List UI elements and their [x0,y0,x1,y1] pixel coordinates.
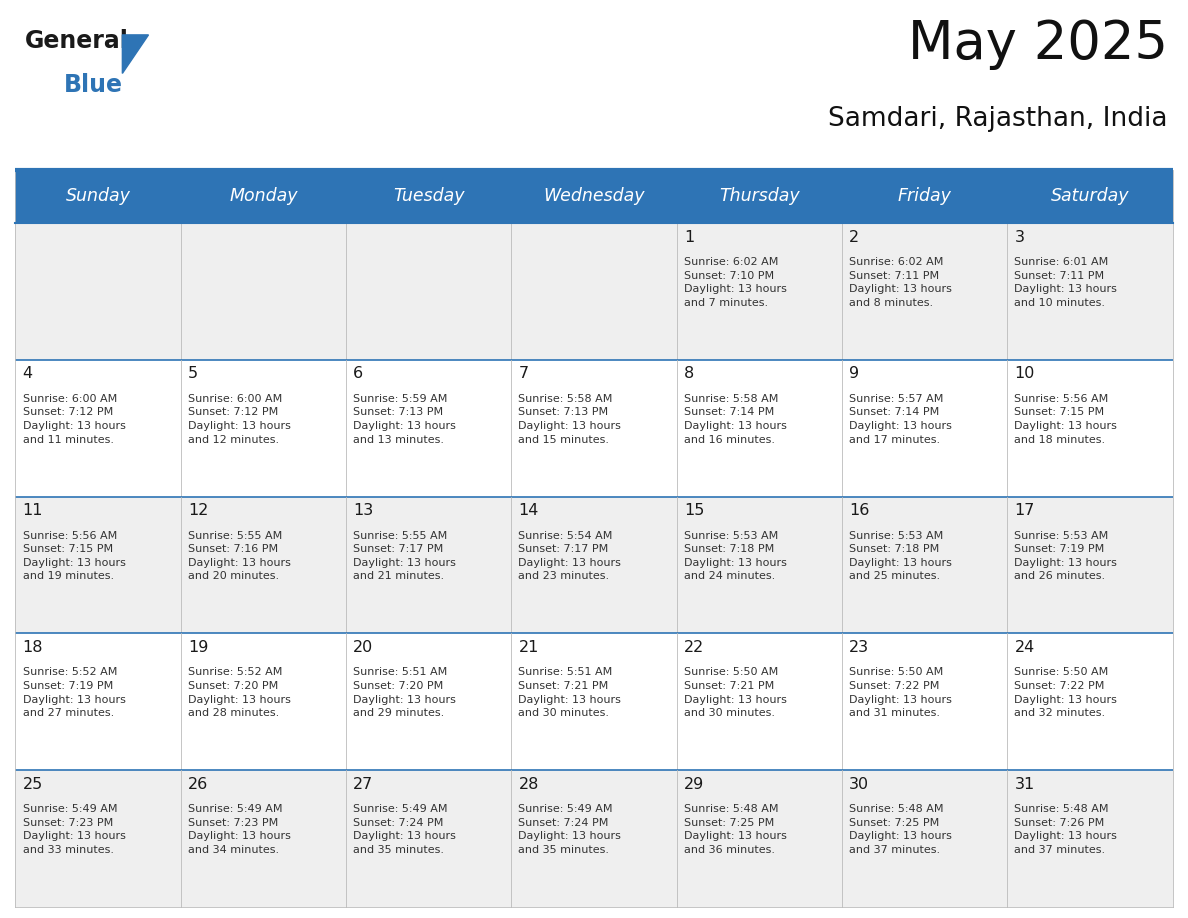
Text: 23: 23 [849,640,870,655]
Polygon shape [122,35,148,73]
Text: 26: 26 [188,777,208,791]
Text: Sunrise: 6:02 AM
Sunset: 7:11 PM
Daylight: 13 hours
and 8 minutes.: Sunrise: 6:02 AM Sunset: 7:11 PM Dayligh… [849,257,952,308]
Text: 1: 1 [684,230,694,244]
Text: Sunrise: 6:00 AM
Sunset: 7:12 PM
Daylight: 13 hours
and 12 minutes.: Sunrise: 6:00 AM Sunset: 7:12 PM Dayligh… [188,394,291,444]
Text: 10: 10 [1015,366,1035,381]
Text: Thursday: Thursday [719,187,800,206]
Text: 29: 29 [684,777,704,791]
Text: Sunrise: 6:00 AM
Sunset: 7:12 PM
Daylight: 13 hours
and 11 minutes.: Sunrise: 6:00 AM Sunset: 7:12 PM Dayligh… [23,394,126,444]
Text: Sunrise: 5:55 AM
Sunset: 7:16 PM
Daylight: 13 hours
and 20 minutes.: Sunrise: 5:55 AM Sunset: 7:16 PM Dayligh… [188,531,291,581]
Text: Samdari, Rajasthan, India: Samdari, Rajasthan, India [828,106,1168,131]
Text: Saturday: Saturday [1050,187,1129,206]
Text: 27: 27 [353,777,373,791]
Text: Sunrise: 5:55 AM
Sunset: 7:17 PM
Daylight: 13 hours
and 21 minutes.: Sunrise: 5:55 AM Sunset: 7:17 PM Dayligh… [353,531,456,581]
Bar [15,497,1173,633]
Text: Sunrise: 5:50 AM
Sunset: 7:22 PM
Daylight: 13 hours
and 31 minutes.: Sunrise: 5:50 AM Sunset: 7:22 PM Dayligh… [849,667,952,718]
Text: Sunrise: 5:58 AM
Sunset: 7:14 PM
Daylight: 13 hours
and 16 minutes.: Sunrise: 5:58 AM Sunset: 7:14 PM Dayligh… [684,394,786,444]
Text: 12: 12 [188,503,208,518]
Text: 13: 13 [353,503,373,518]
Text: 5: 5 [188,366,198,381]
Text: Sunrise: 5:49 AM
Sunset: 7:24 PM
Daylight: 13 hours
and 35 minutes.: Sunrise: 5:49 AM Sunset: 7:24 PM Dayligh… [518,804,621,855]
Text: 6: 6 [353,366,364,381]
Text: 18: 18 [23,640,43,655]
Text: Sunrise: 5:59 AM
Sunset: 7:13 PM
Daylight: 13 hours
and 13 minutes.: Sunrise: 5:59 AM Sunset: 7:13 PM Dayligh… [353,394,456,444]
Text: Sunrise: 5:56 AM
Sunset: 7:15 PM
Daylight: 13 hours
and 18 minutes.: Sunrise: 5:56 AM Sunset: 7:15 PM Dayligh… [1015,394,1117,444]
Bar [15,170,1173,223]
Bar [15,223,1173,360]
Text: Sunrise: 5:48 AM
Sunset: 7:26 PM
Daylight: 13 hours
and 37 minutes.: Sunrise: 5:48 AM Sunset: 7:26 PM Dayligh… [1015,804,1117,855]
Text: Sunrise: 5:50 AM
Sunset: 7:22 PM
Daylight: 13 hours
and 32 minutes.: Sunrise: 5:50 AM Sunset: 7:22 PM Dayligh… [1015,667,1117,718]
Text: Monday: Monday [229,187,298,206]
Text: 4: 4 [23,366,33,381]
Text: Sunrise: 5:50 AM
Sunset: 7:21 PM
Daylight: 13 hours
and 30 minutes.: Sunrise: 5:50 AM Sunset: 7:21 PM Dayligh… [684,667,786,718]
Text: May 2025: May 2025 [908,18,1168,71]
Text: 28: 28 [518,777,539,791]
Text: Blue: Blue [64,73,124,97]
Text: Sunrise: 5:57 AM
Sunset: 7:14 PM
Daylight: 13 hours
and 17 minutes.: Sunrise: 5:57 AM Sunset: 7:14 PM Dayligh… [849,394,952,444]
Text: 11: 11 [23,503,43,518]
Text: Sunrise: 5:53 AM
Sunset: 7:18 PM
Daylight: 13 hours
and 24 minutes.: Sunrise: 5:53 AM Sunset: 7:18 PM Dayligh… [684,531,786,581]
Text: Sunrise: 5:52 AM
Sunset: 7:20 PM
Daylight: 13 hours
and 28 minutes.: Sunrise: 5:52 AM Sunset: 7:20 PM Dayligh… [188,667,291,718]
Text: 14: 14 [518,503,539,518]
Text: Sunrise: 5:48 AM
Sunset: 7:25 PM
Daylight: 13 hours
and 36 minutes.: Sunrise: 5:48 AM Sunset: 7:25 PM Dayligh… [684,804,786,855]
Text: 16: 16 [849,503,870,518]
Text: 7: 7 [518,366,529,381]
Text: 17: 17 [1015,503,1035,518]
Text: 2: 2 [849,230,859,244]
Text: Sunrise: 5:49 AM
Sunset: 7:23 PM
Daylight: 13 hours
and 34 minutes.: Sunrise: 5:49 AM Sunset: 7:23 PM Dayligh… [188,804,291,855]
Text: 24: 24 [1015,640,1035,655]
Text: 30: 30 [849,777,870,791]
Text: Sunrise: 5:49 AM
Sunset: 7:23 PM
Daylight: 13 hours
and 33 minutes.: Sunrise: 5:49 AM Sunset: 7:23 PM Dayligh… [23,804,126,855]
Text: Sunrise: 5:56 AM
Sunset: 7:15 PM
Daylight: 13 hours
and 19 minutes.: Sunrise: 5:56 AM Sunset: 7:15 PM Dayligh… [23,531,126,581]
Text: Sunrise: 5:58 AM
Sunset: 7:13 PM
Daylight: 13 hours
and 15 minutes.: Sunrise: 5:58 AM Sunset: 7:13 PM Dayligh… [518,394,621,444]
Text: Sunrise: 5:51 AM
Sunset: 7:21 PM
Daylight: 13 hours
and 30 minutes.: Sunrise: 5:51 AM Sunset: 7:21 PM Dayligh… [518,667,621,718]
Text: 25: 25 [23,777,43,791]
Text: Sunrise: 6:02 AM
Sunset: 7:10 PM
Daylight: 13 hours
and 7 minutes.: Sunrise: 6:02 AM Sunset: 7:10 PM Dayligh… [684,257,786,308]
Text: Tuesday: Tuesday [393,187,465,206]
Text: 21: 21 [518,640,539,655]
Text: Sunday: Sunday [65,187,131,206]
Text: Sunrise: 5:49 AM
Sunset: 7:24 PM
Daylight: 13 hours
and 35 minutes.: Sunrise: 5:49 AM Sunset: 7:24 PM Dayligh… [353,804,456,855]
Text: 8: 8 [684,366,694,381]
Text: Sunrise: 5:52 AM
Sunset: 7:19 PM
Daylight: 13 hours
and 27 minutes.: Sunrise: 5:52 AM Sunset: 7:19 PM Dayligh… [23,667,126,718]
Bar [15,633,1173,770]
Text: Sunrise: 5:48 AM
Sunset: 7:25 PM
Daylight: 13 hours
and 37 minutes.: Sunrise: 5:48 AM Sunset: 7:25 PM Dayligh… [849,804,952,855]
Text: General: General [25,29,128,53]
Text: 19: 19 [188,640,208,655]
Text: 22: 22 [684,640,704,655]
Text: Sunrise: 5:53 AM
Sunset: 7:18 PM
Daylight: 13 hours
and 25 minutes.: Sunrise: 5:53 AM Sunset: 7:18 PM Dayligh… [849,531,952,581]
Text: Sunrise: 5:53 AM
Sunset: 7:19 PM
Daylight: 13 hours
and 26 minutes.: Sunrise: 5:53 AM Sunset: 7:19 PM Dayligh… [1015,531,1117,581]
Bar [15,770,1173,907]
Text: Sunrise: 6:01 AM
Sunset: 7:11 PM
Daylight: 13 hours
and 10 minutes.: Sunrise: 6:01 AM Sunset: 7:11 PM Dayligh… [1015,257,1117,308]
Text: 3: 3 [1015,230,1024,244]
Text: Sunrise: 5:51 AM
Sunset: 7:20 PM
Daylight: 13 hours
and 29 minutes.: Sunrise: 5:51 AM Sunset: 7:20 PM Dayligh… [353,667,456,718]
Text: Sunrise: 5:54 AM
Sunset: 7:17 PM
Daylight: 13 hours
and 23 minutes.: Sunrise: 5:54 AM Sunset: 7:17 PM Dayligh… [518,531,621,581]
Text: 20: 20 [353,640,373,655]
Text: 9: 9 [849,366,859,381]
Text: Friday: Friday [898,187,952,206]
Text: 15: 15 [684,503,704,518]
Text: 31: 31 [1015,777,1035,791]
Bar [15,360,1173,497]
Text: Wednesday: Wednesday [543,187,645,206]
